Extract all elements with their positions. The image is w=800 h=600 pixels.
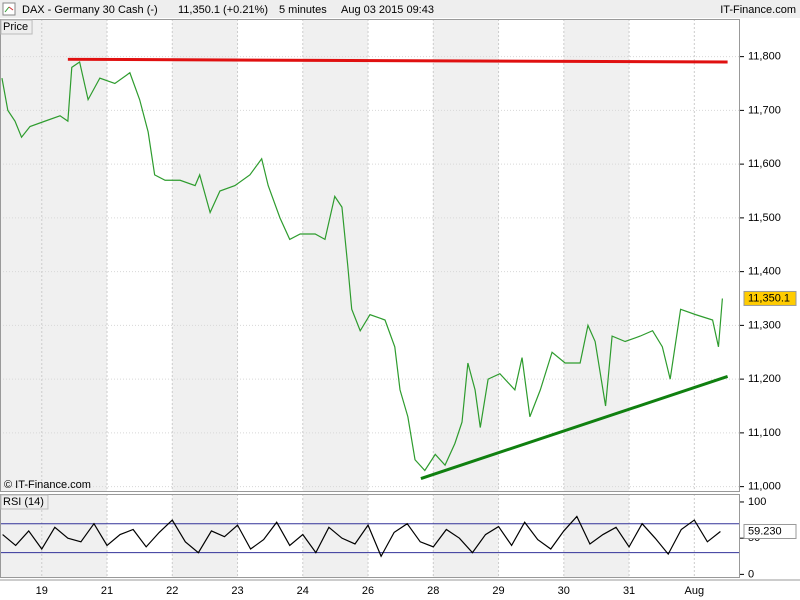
x-tick-label: 28 (427, 585, 439, 597)
interval: 5 minutes (279, 4, 327, 16)
last-value-label: 11,350.1 (748, 292, 790, 304)
y-tick-label: 11,000 (748, 481, 781, 493)
y-tick-label: 11,600 (748, 158, 781, 170)
x-tick-label: 26 (362, 585, 374, 597)
y-tick-label: 11,400 (748, 266, 781, 278)
panel-label: RSI (14) (3, 496, 44, 508)
y-tick-label: 11,500 (748, 212, 781, 224)
y-tick-label: 11,800 (748, 51, 781, 63)
x-tick-label: 30 (558, 585, 570, 597)
day-band (563, 494, 630, 578)
trend-line (67, 57, 728, 64)
x-tick-label: Aug (685, 585, 705, 597)
y-tick-label: 0 (748, 568, 754, 580)
last-value-box (743, 290, 797, 306)
x-tick-label: 21 (101, 585, 113, 597)
y-tick-label: 11,700 (748, 104, 781, 116)
last-value-label: 59.230 (748, 525, 782, 537)
x-tick-label: 31 (623, 585, 635, 597)
last-value-box (743, 523, 797, 539)
panel-frame (0, 494, 740, 578)
x-tick-label: 23 (231, 585, 243, 597)
series-line (2, 515, 721, 558)
watermark: © IT-Finance.com (4, 479, 91, 491)
timestamp: Aug 03 2015 09:43 (341, 4, 434, 16)
x-tick-label: 22 (166, 585, 178, 597)
panel-frame (0, 19, 740, 492)
header-icon (2, 2, 16, 16)
y-tick-label: 11,200 (748, 373, 781, 385)
y-tick-label: 11,100 (748, 427, 781, 439)
x-tick-label: 24 (297, 585, 309, 597)
day-band (302, 494, 369, 578)
panel-label-box (0, 19, 33, 35)
quote: 11,350.1 (+0.21%) (178, 4, 268, 16)
day-band (172, 19, 238, 492)
day-band (41, 19, 108, 492)
x-tick-label: 29 (492, 585, 504, 597)
y-tick-label: 100 (748, 496, 766, 508)
day-band (302, 19, 369, 492)
header-icon (8, 6, 14, 11)
x-tick-label: 19 (36, 585, 48, 597)
header-icon (4, 6, 10, 13)
panel-label: Price (3, 21, 28, 33)
day-band (172, 494, 238, 578)
day-band (433, 19, 499, 492)
panel-label-box (0, 494, 49, 510)
y-tick-label: 11,300 (748, 319, 781, 331)
series-line (1, 61, 723, 472)
symbol: DAX - Germany 30 Cash (-) (22, 4, 158, 16)
header-bar (0, 0, 800, 18)
day-band (0, 19, 42, 492)
day-band (41, 494, 108, 578)
source: IT-Finance.com (720, 4, 796, 16)
day-band (433, 494, 499, 578)
trend-line (420, 375, 729, 480)
